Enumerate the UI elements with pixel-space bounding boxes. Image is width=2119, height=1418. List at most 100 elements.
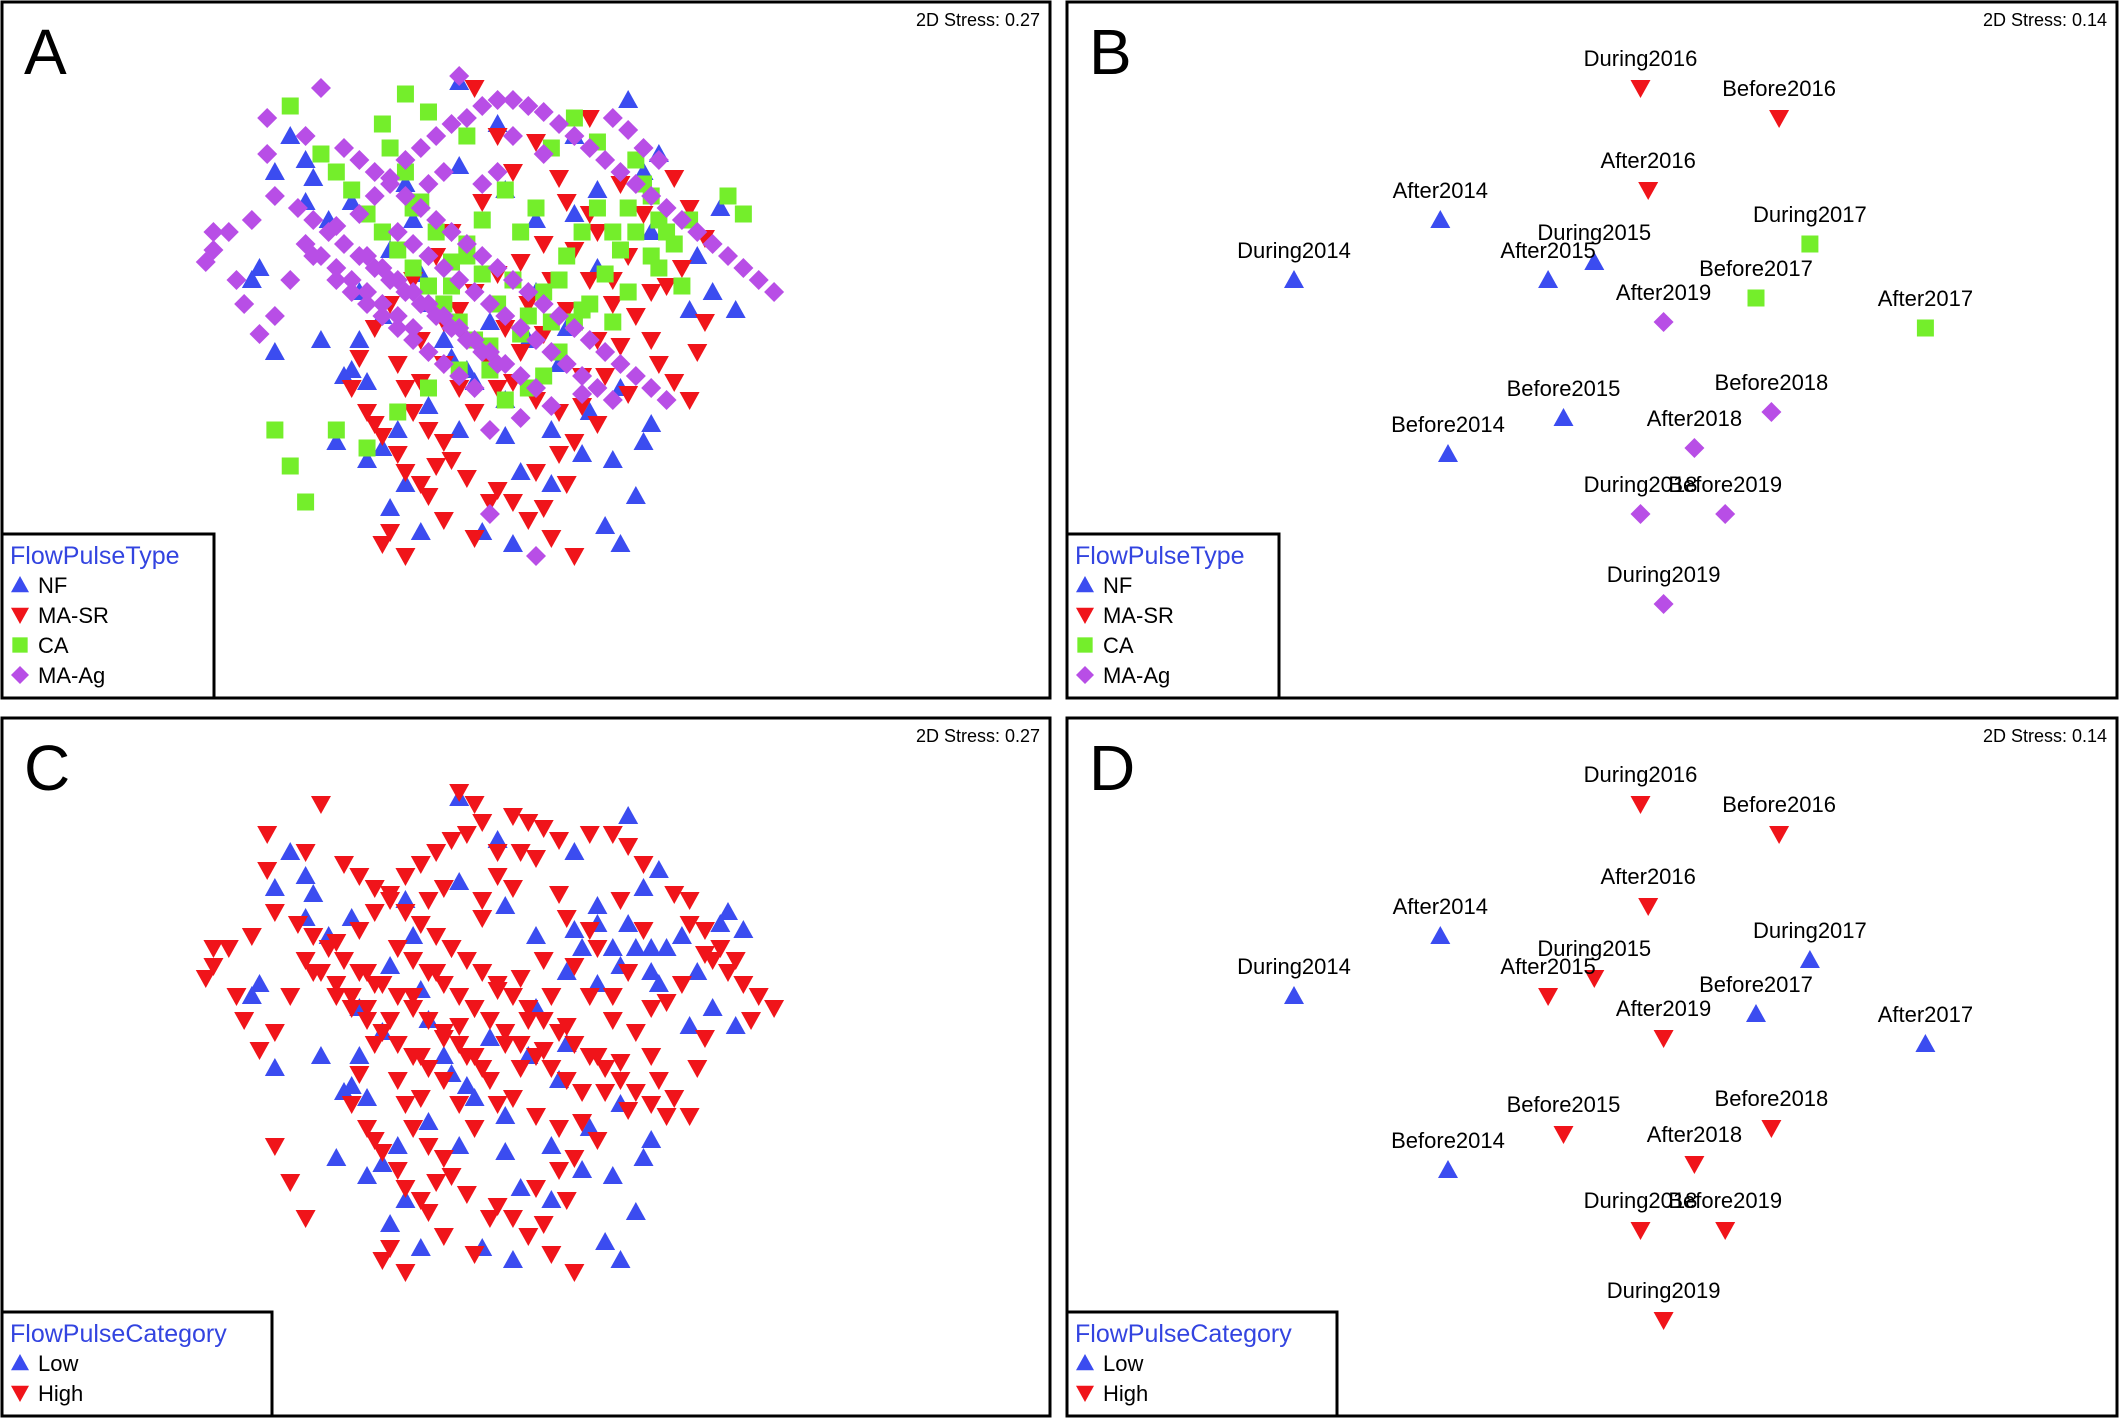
point-ma-sr: [464, 530, 485, 548]
point-ma-sr: [372, 428, 393, 446]
legend-label: MA-Ag: [1103, 663, 1170, 688]
legend-marker-ma-sr: [11, 607, 29, 624]
point-high: [341, 988, 362, 1006]
stress-label: 2D Stress: 0.14: [1983, 10, 2107, 30]
point-label: During2017: [1753, 918, 1867, 943]
point-ma-sr: [694, 314, 715, 332]
point-high: [602, 826, 623, 844]
point-ma-ag: [572, 366, 593, 386]
point-ma-ag: [595, 342, 616, 362]
point-high: [679, 916, 700, 934]
legend-marker-high: [11, 1385, 29, 1402]
point-ca: [373, 115, 391, 133]
point-ma-ag: [641, 186, 662, 206]
point-low: [479, 1028, 500, 1046]
point-low: [733, 920, 754, 938]
point-label: During2019: [1607, 1278, 1721, 1303]
point-ma-sr: [618, 386, 639, 404]
point-ca: [627, 151, 645, 169]
point-ma-sr: [387, 356, 408, 374]
point-high: [533, 1216, 554, 1234]
point-high: [733, 976, 754, 994]
point-high: [479, 1072, 500, 1090]
point-ma-sr: [487, 380, 508, 398]
point-ma-ag: [549, 306, 570, 326]
point-nf: [579, 402, 600, 420]
point-high: [387, 988, 408, 1006]
point-ma-ag: [334, 234, 354, 254]
point-high: [641, 1048, 662, 1066]
point-during2014: [1284, 986, 1304, 1004]
point-before2017: [1746, 1004, 1766, 1022]
point-nf: [633, 432, 654, 450]
point-ca: [281, 457, 299, 475]
point-nf: [641, 222, 662, 240]
point-after2014: [1430, 210, 1451, 228]
point-low: [303, 884, 324, 902]
point-nf: [264, 162, 285, 180]
legend-title: FlowPulseCategory: [10, 1320, 227, 1348]
point-ma-ag: [349, 204, 370, 224]
point-high: [387, 1072, 408, 1090]
point-high: [510, 1036, 531, 1054]
point-nf: [449, 156, 470, 174]
point-ma-ag: [387, 306, 408, 326]
point-nf: [303, 168, 324, 186]
legend-box: [1065, 532, 1281, 700]
legend-label: MA-SR: [38, 603, 109, 628]
point-high: [464, 1120, 485, 1138]
point-ma-ag: [441, 114, 462, 134]
point-ma-sr: [595, 368, 616, 386]
point-high: [472, 964, 493, 982]
point-nf: [410, 522, 431, 540]
point-high: [433, 1072, 454, 1090]
point-high: [395, 868, 416, 886]
point-nf: [572, 444, 593, 462]
point-high: [518, 1012, 539, 1030]
point-ma-sr: [341, 380, 362, 398]
point-high: [372, 1024, 393, 1042]
point-label: During2015: [1537, 936, 1651, 961]
panel-A: A 2D Stress: 0.27 FlowPulseType NF MA-SR CA MA…: [0, 0, 1052, 700]
legend-label: Low: [38, 1351, 78, 1376]
point-high: [203, 958, 224, 976]
point-high: [648, 1072, 669, 1090]
point-low: [595, 1232, 616, 1250]
legend: FlowPulseType NF MA-SR CA MA-Ag: [1065, 532, 1281, 700]
point-high: [372, 1144, 393, 1162]
point-after2015: [1538, 270, 1559, 288]
point-high: [349, 922, 370, 940]
point-ma-sr: [418, 422, 439, 440]
point-ca: [281, 97, 299, 115]
point-ma-ag: [449, 270, 470, 290]
legend: FlowPulseType NF MA-SR CA MA-Ag: [0, 532, 216, 700]
point-high: [556, 1072, 577, 1090]
point-high: [579, 826, 600, 844]
legend: FlowPulseCategory Low High: [1065, 1310, 1339, 1418]
point-high: [694, 922, 715, 940]
point-before2019: [1715, 1222, 1736, 1240]
point-high: [764, 1000, 785, 1018]
point-ma-sr: [587, 224, 608, 242]
point-after2019: [1653, 312, 1674, 332]
point-low: [280, 842, 301, 860]
point-low: [495, 1142, 516, 1160]
point-ma-ag: [372, 294, 393, 314]
point-nf: [725, 300, 746, 318]
point-nf: [495, 426, 516, 444]
point-high: [464, 1048, 485, 1066]
point-high: [487, 868, 508, 886]
point-high: [656, 1108, 677, 1126]
point-low: [671, 926, 692, 944]
point-low: [625, 938, 646, 956]
point-ma-ag: [264, 186, 285, 206]
point-low: [380, 956, 401, 974]
point-high: [395, 904, 416, 922]
point-ma-sr: [572, 398, 593, 416]
point-ma-ag: [349, 150, 370, 170]
point-ma-ag: [433, 258, 454, 278]
point-high: [556, 1192, 577, 1210]
point-high: [195, 970, 216, 988]
stress-label: 2D Stress: 0.27: [916, 10, 1040, 30]
point-ma-ag: [257, 144, 278, 164]
